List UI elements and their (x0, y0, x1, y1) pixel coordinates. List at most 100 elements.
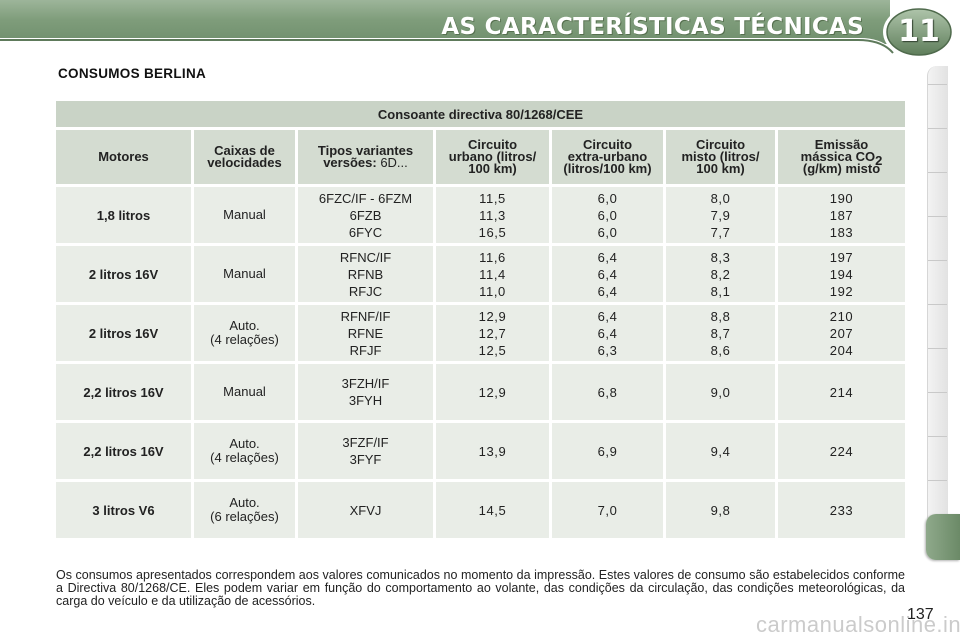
extra-urban-consumption-cell: 6,8 (552, 364, 666, 420)
tab-divider (928, 304, 947, 305)
column-header-misto: Circuito misto (litros/100 km) (666, 130, 778, 184)
chapter-tab-active[interactable] (926, 514, 960, 560)
column-header-label: urbano (litros/ (448, 149, 537, 164)
column-header-label: velocidades (207, 155, 282, 170)
variant-cell-value: 3FZH/IF (341, 376, 390, 391)
column-header-label: Caixas de (214, 143, 275, 158)
column-header-label: mássica CO (800, 149, 876, 164)
extra-urban-consumption-cell-value: 6,4 (597, 283, 618, 299)
column-header-label: versões: (323, 155, 377, 170)
variant-cell: RFNF/IF RFNE RFJF (298, 305, 436, 361)
urban-consumption-cell-value: 14,5 (478, 502, 507, 518)
variant-cell: RFNC/IF RFNB RFJC (298, 246, 436, 302)
urban-consumption-cell: 12,9 12,7 12,5 (436, 305, 552, 361)
extra-urban-consumption-cell-value: 7,0 (597, 502, 618, 518)
motor-cell: 2,2 litros 16V (56, 364, 194, 420)
co2-emission-cell-value: 192 (829, 283, 854, 299)
co2-emission-cell-value: 183 (829, 224, 854, 240)
gearbox-cell: Manual (194, 246, 298, 302)
variant-cell: XFVJ (298, 482, 436, 538)
column-header-motores: Motores (56, 130, 194, 184)
co2-emission-cell-value: 210 (829, 308, 854, 324)
urban-consumption-cell: 13,9 (436, 423, 552, 479)
variant-cell-value: 6FZB (349, 207, 382, 223)
variant-cell-value: RFJF (349, 342, 382, 358)
urban-consumption-cell-value: 12,9 (478, 308, 507, 324)
combined-consumption-cell-value: 9,0 (710, 384, 731, 400)
tab-divider (928, 348, 947, 349)
tab-divider (928, 172, 947, 173)
co2-subscript: 2 (875, 153, 883, 168)
combined-consumption-cell-value: 8,3 (710, 249, 731, 265)
chapter-tab-strip (927, 66, 948, 526)
extra-urban-consumption-cell-value: 6,4 (597, 308, 618, 324)
header-curve-decoration (0, 38, 895, 54)
urban-consumption-cell-value: 11,3 (479, 207, 506, 223)
urban-consumption-cell-value: 11,0 (479, 283, 506, 299)
combined-consumption-cell-value: 8,6 (710, 342, 731, 358)
combined-consumption-cell-value: 8,0 (710, 190, 731, 206)
table-row: 2 litros 16V Manual RFNC/IF RFNB RFJC 11,6 11,… (56, 246, 906, 302)
column-header-label: Motores (98, 149, 149, 164)
variant-cell-value: RFNB (347, 266, 384, 282)
urban-consumption-cell-value: 16,5 (478, 224, 507, 240)
table-header-row: Motores Caixas de velocidades Tipos varia… (56, 130, 906, 184)
tab-divider (928, 216, 947, 217)
gearbox-cell-value: Manual (223, 384, 266, 399)
directive-header: Consoante directiva 80/1268/CEE (56, 101, 906, 127)
gearbox-cell: Manual (194, 364, 298, 420)
table-directive-row: Consoante directiva 80/1268/CEE (56, 101, 906, 127)
combined-consumption-cell: 9,8 (666, 482, 778, 538)
combined-consumption-cell-value: 8,1 (710, 283, 731, 299)
column-header-label: (g/km) misto (802, 161, 881, 176)
column-header-label: 6D... (380, 155, 408, 170)
column-header-label: misto (litros/ (681, 149, 760, 164)
table-row: 3 litros V6 Auto. (6 relações) XFVJ 14,5 7,0 9… (56, 482, 906, 538)
combined-consumption-cell: 9,4 (666, 423, 778, 479)
gearbox-cell-value: Auto. (229, 436, 260, 451)
column-header-label: 100 km) (696, 161, 745, 176)
motor-cell: 2 litros 16V (56, 305, 194, 361)
extra-urban-consumption-cell-value: 6,3 (597, 342, 618, 358)
consumption-table: Consoante directiva 80/1268/CEE Motores … (56, 98, 906, 541)
co2-emission-cell-value: 187 (829, 207, 854, 223)
extra-urban-consumption-cell-value: 6,4 (597, 325, 618, 341)
column-header-label: Circuito (695, 137, 746, 152)
extra-urban-consumption-cell-value: 6,9 (597, 443, 618, 459)
column-header-label: Circuito (582, 137, 633, 152)
urban-consumption-cell: 14,5 (436, 482, 552, 538)
gearbox-cell: Auto. (4 relações) (194, 423, 298, 479)
variant-cell: 3FZF/IF 3FYF (298, 423, 436, 479)
urban-consumption-cell: 12,9 (436, 364, 552, 420)
extra-urban-consumption-cell-value: 6,0 (597, 207, 618, 223)
variant-cell-value: RFJC (348, 283, 383, 299)
co2-emission-cell: 224 (778, 423, 906, 479)
urban-consumption-cell: 11,6 11,4 11,0 (436, 246, 552, 302)
urban-consumption-cell-value: 11,5 (479, 190, 506, 206)
extra-urban-consumption-cell-value: 6,8 (597, 384, 618, 400)
combined-consumption-cell-value: 7,9 (710, 207, 731, 223)
tab-divider (928, 392, 947, 393)
extra-urban-consumption-cell: 6,4 6,4 6,4 (552, 246, 666, 302)
variant-cell-value: 3FYF (349, 452, 382, 467)
variant-cell-value: RFNC/IF (339, 249, 392, 265)
gearbox-cell-value: Manual (223, 266, 266, 281)
chapter-number: 11 (898, 14, 940, 49)
extra-urban-consumption-cell: 7,0 (552, 482, 666, 538)
variant-cell-value: XFVJ (349, 502, 382, 518)
header-bar (0, 0, 890, 44)
gearbox-cell-value: Auto. (229, 495, 260, 510)
co2-emission-cell-value: 207 (829, 325, 854, 341)
co2-emission-cell: 210 207 204 (778, 305, 906, 361)
column-header-label: Circuito (467, 137, 518, 152)
combined-consumption-cell: 8,8 8,7 8,6 (666, 305, 778, 361)
column-header-extra-urbano: Circuito extra-urbano (litros/100 km) (552, 130, 666, 184)
variant-cell-value: 3FYH (348, 393, 383, 408)
tab-divider (928, 84, 947, 85)
co2-emission-cell-value: 214 (829, 384, 854, 400)
footnote-paragraph: Os consumos apresentados correspondem ao… (56, 568, 905, 608)
extra-urban-consumption-cell-value: 6,0 (597, 190, 618, 206)
extra-urban-consumption-cell: 6,9 (552, 423, 666, 479)
column-header-caixas: Caixas de velocidades (194, 130, 298, 184)
urban-consumption-cell-value: 11,6 (479, 249, 506, 265)
